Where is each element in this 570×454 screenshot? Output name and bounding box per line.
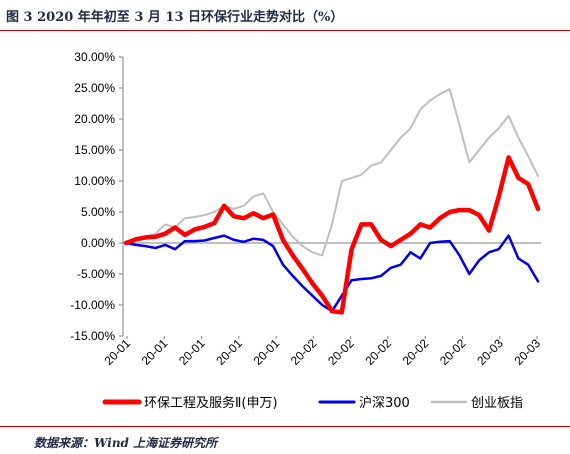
source-note: 数据来源：Wind 上海证券研究所 (34, 436, 218, 450)
legend-item-hs300-label: 沪深300 (359, 395, 410, 411)
title-rule (0, 30, 570, 31)
y-tick-label: 30.00% (74, 50, 115, 64)
x-tick-label: 20-01 (176, 336, 208, 368)
legend-item-huanbao-label: 环保工程及服务Ⅱ(申万) (144, 395, 278, 411)
y-tick-label: 5.00% (81, 205, 115, 219)
x-tick-label: 20-02 (325, 336, 357, 368)
x-tick-label: 20-01 (139, 336, 171, 368)
y-tick-label: -5.00% (77, 267, 115, 281)
x-tick-label: 20-01 (213, 336, 245, 368)
x-tick-label: 20-02 (362, 336, 394, 368)
y-tick-label: -15.00% (70, 329, 115, 343)
x-tick-label: 20-02 (437, 336, 469, 368)
series-line-huanbao (123, 155, 541, 315)
y-tick-label: -10.00% (70, 298, 115, 312)
y-tick-label: 0.00% (81, 236, 115, 250)
x-tick-label: 20-01 (251, 336, 283, 368)
x-tick-label: 20-03 (512, 336, 544, 368)
series-line-hs300 (124, 234, 540, 313)
y-tick-label: 10.00% (74, 174, 115, 188)
source-rule (0, 426, 570, 427)
legend-item-chuangye-label: 创业板指 (471, 396, 523, 411)
y-tick-label: 15.00% (74, 143, 115, 157)
series-line-chuangye (125, 88, 539, 257)
y-tick-label: 20.00% (74, 112, 115, 126)
x-tick-label: 20-02 (288, 336, 320, 368)
x-tick-label: 20-03 (474, 336, 506, 368)
x-tick-label: 20-02 (400, 336, 432, 368)
figure-title: 图 3 2020 年年初至 3 月 13 日环保行业走势对比（%） (6, 10, 344, 25)
y-tick-label: 25.00% (74, 81, 115, 95)
